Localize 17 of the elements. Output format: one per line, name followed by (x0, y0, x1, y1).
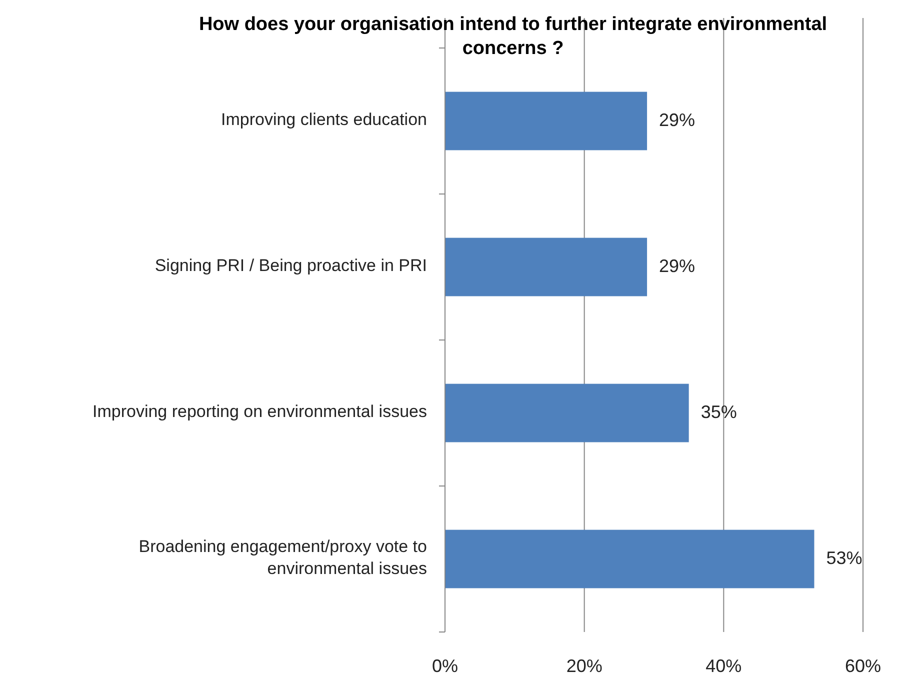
y-tick-label: Broadening engagement/proxy vote to environmental issues (138, 537, 427, 578)
x-tick-label: 20% (566, 656, 602, 676)
x-tick-label: 60% (844, 656, 882, 676)
y-tick-label: Improving clients education (220, 110, 427, 130)
y-tick-label: Improving reporting on environmental issues (92, 402, 427, 422)
y-tick-label: Signing PRI / Being proactive in PRI (154, 256, 427, 276)
data-label: 29% (659, 110, 696, 130)
x-tick-label: 0% (432, 656, 458, 676)
chart-title: How does your organisation intend to further integrate environmental concerns ? (198, 14, 828, 59)
data-label: 29% (659, 256, 696, 276)
data-label: 53% (826, 548, 862, 568)
bar (445, 384, 689, 442)
x-tick-label: 40% (706, 656, 742, 676)
bar (445, 92, 648, 150)
data-label: 35% (700, 402, 737, 422)
bar (445, 530, 814, 588)
bar (445, 238, 648, 296)
